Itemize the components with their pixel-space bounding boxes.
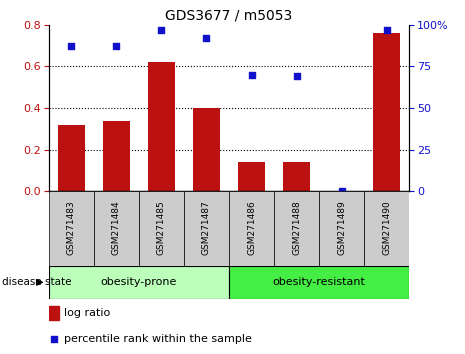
Text: GSM271487: GSM271487 bbox=[202, 200, 211, 255]
Text: obesity-resistant: obesity-resistant bbox=[272, 277, 365, 287]
Bar bbox=[103, 121, 130, 191]
Bar bbox=[274, 191, 319, 266]
Bar bbox=[49, 306, 59, 320]
Bar bbox=[229, 266, 409, 299]
Bar bbox=[193, 108, 220, 191]
Bar bbox=[319, 191, 364, 266]
Text: GSM271490: GSM271490 bbox=[382, 200, 391, 255]
Title: GDS3677 / m5053: GDS3677 / m5053 bbox=[166, 8, 292, 22]
Text: percentile rank within the sample: percentile rank within the sample bbox=[64, 333, 252, 344]
Bar bbox=[94, 191, 139, 266]
Text: GSM271488: GSM271488 bbox=[292, 200, 301, 255]
Bar bbox=[229, 191, 274, 266]
Bar bbox=[238, 162, 265, 191]
Point bbox=[293, 74, 300, 79]
Point bbox=[338, 188, 345, 194]
Bar bbox=[49, 191, 94, 266]
Text: obesity-prone: obesity-prone bbox=[101, 277, 177, 287]
Text: GSM271484: GSM271484 bbox=[112, 200, 121, 255]
Text: GSM271485: GSM271485 bbox=[157, 200, 166, 255]
Text: GSM271486: GSM271486 bbox=[247, 200, 256, 255]
Text: disease state: disease state bbox=[2, 277, 72, 287]
Bar bbox=[373, 33, 400, 191]
Point bbox=[158, 27, 165, 33]
Bar bbox=[184, 191, 229, 266]
Point bbox=[248, 72, 255, 78]
Bar bbox=[283, 162, 310, 191]
Text: GSM271483: GSM271483 bbox=[67, 200, 76, 255]
Point bbox=[203, 35, 210, 41]
Text: log ratio: log ratio bbox=[64, 308, 110, 318]
Bar bbox=[139, 191, 184, 266]
Text: GSM271489: GSM271489 bbox=[337, 200, 346, 255]
Point bbox=[113, 44, 120, 49]
Point bbox=[50, 336, 58, 342]
Point bbox=[67, 44, 75, 49]
Bar bbox=[49, 266, 229, 299]
Point bbox=[383, 27, 391, 33]
Bar bbox=[364, 191, 409, 266]
Bar bbox=[148, 62, 175, 191]
Bar bbox=[58, 125, 85, 191]
